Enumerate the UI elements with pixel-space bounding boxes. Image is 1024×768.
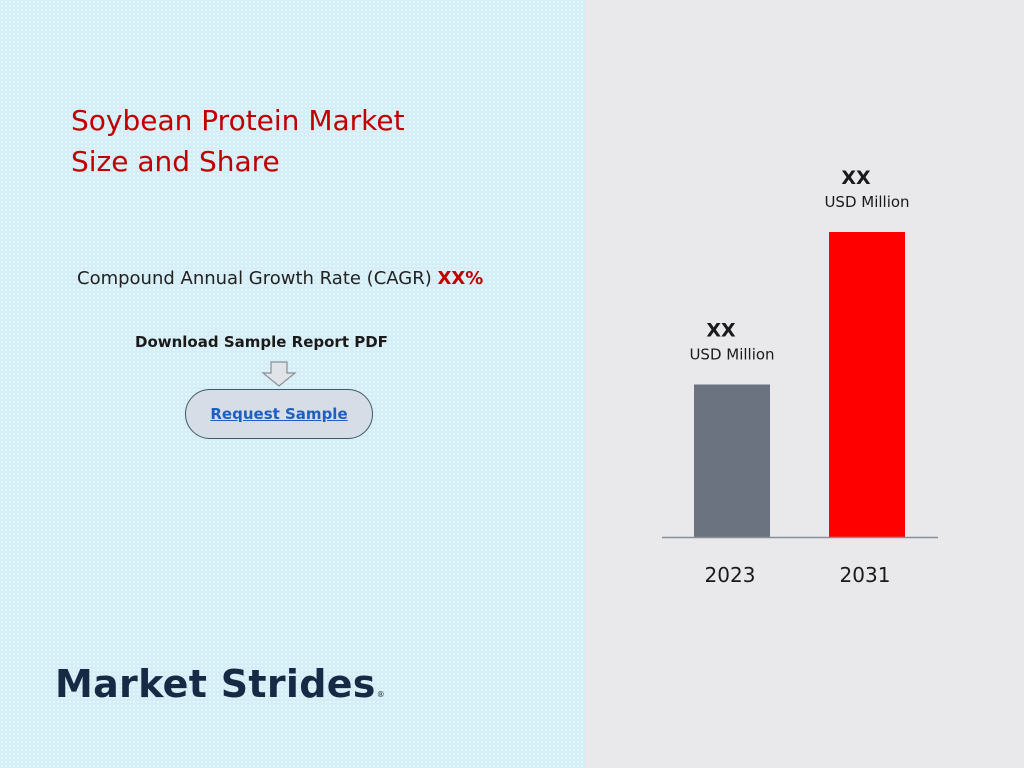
right-panel — [585, 0, 1024, 768]
bar-value-label-2023: XX — [706, 320, 736, 342]
bar-value-label-2031: XX — [841, 167, 871, 189]
x-tick-label-2031: 2031 — [840, 563, 891, 587]
title-line-1: Soybean Protein Market — [71, 104, 405, 137]
report-title: Soybean Protein Market Size and Share — [71, 100, 491, 182]
cagr-text: Compound Annual Growth Rate (CAGR) XX% — [77, 268, 483, 289]
x-tick-label-2023: 2023 — [705, 563, 756, 587]
bar-2031 — [829, 232, 905, 537]
brand-logo: Market Strides® — [55, 662, 385, 706]
registered-mark: ® — [376, 690, 386, 699]
request-sample-link[interactable]: Request Sample — [210, 405, 348, 423]
down-arrow-icon — [261, 361, 297, 387]
bar-2023 — [694, 384, 770, 537]
bar-unit-label-2031: USD Million — [824, 193, 909, 211]
cagr-value: XX — [437, 268, 466, 289]
bar-unit-label-2023: USD Million — [689, 346, 774, 364]
title-line-2: Size and Share — [71, 145, 280, 178]
cagr-unit: % — [465, 268, 484, 289]
download-sample-label: Download Sample Report PDF — [135, 333, 388, 351]
left-panel — [0, 0, 585, 768]
cagr-label: Compound Annual Growth Rate (CAGR) — [77, 268, 432, 289]
request-sample-button[interactable]: Request Sample — [185, 389, 373, 439]
brand-name: Market Strides — [55, 662, 376, 706]
